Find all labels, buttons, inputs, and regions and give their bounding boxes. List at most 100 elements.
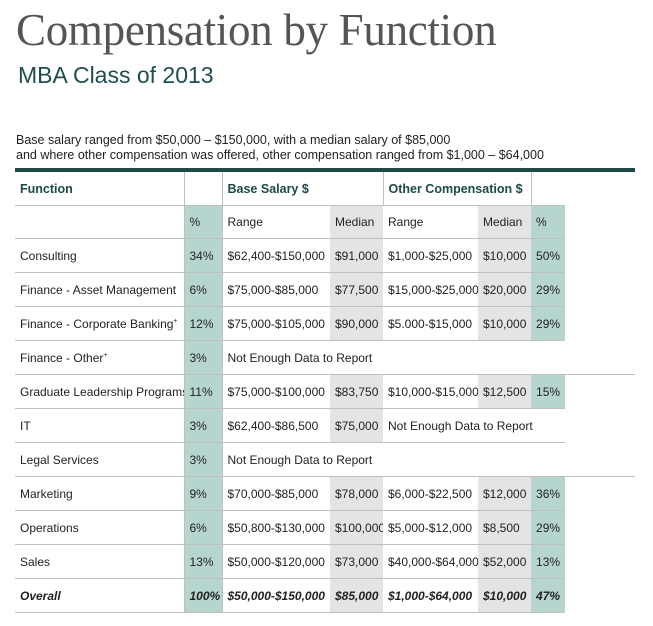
other-median-cell: $10,000 <box>478 578 532 613</box>
function-pct-cell: 6% <box>183 510 222 545</box>
other-range-cell: $5,000-$12,000 <box>383 510 478 545</box>
function-label: Finance - Other <box>20 350 104 365</box>
other-range-cell: $15,000-$25,000 <box>383 272 478 307</box>
other-range-cell: $1,000-$64,000 <box>383 578 478 613</box>
table-row: Sales 13% $50,000-$120,000 $73,000 $40,000-$… <box>15 544 635 579</box>
page-subtitle: MBA Class of 2013 <box>18 62 214 88</box>
base-median-cell: $75,000 <box>330 408 383 443</box>
function-cell: Marketing <box>15 476 184 511</box>
function-pct-cell: 6% <box>183 272 222 307</box>
other-pct-cell: 47% <box>531 578 566 613</box>
table-group-header-row: Function Base Salary $ Other Compensatio… <box>15 170 635 206</box>
function-label: Operations <box>20 520 79 535</box>
other-median-cell: $20,000 <box>478 272 532 307</box>
base-median-cell: $73,000 <box>330 544 383 579</box>
function-pct-cell: 13% <box>183 544 222 579</box>
table-row: Operations 6% $50,800-$130,000 $100,000 $5,0… <box>15 510 635 545</box>
description-line-2: and where other compensation was offered… <box>16 148 544 162</box>
table-row: Marketing 9% $70,000-$85,000 $78,000 $6,000-… <box>15 476 635 511</box>
other-pct-cell: 15% <box>531 374 566 409</box>
other-median-cell: $12,500 <box>478 374 532 409</box>
subheader-other-pct: % <box>531 205 566 239</box>
function-pct-cell: 9% <box>183 476 222 511</box>
table-row: IT 3% $62,400-$86,500 $75,000 Not Enough Dat… <box>15 408 635 443</box>
function-label: Graduate Leadership Programs <box>20 384 184 399</box>
function-label: Legal Services <box>20 452 99 467</box>
other-pct-cell: 29% <box>531 306 566 341</box>
function-label: Sales <box>20 554 51 569</box>
base-range-cell: $62,400-$150,000 <box>221 238 330 273</box>
other-median-cell: $12,000 <box>478 476 532 511</box>
function-label: Finance - Asset Management <box>20 282 177 297</box>
subheader-other-median: Median <box>478 205 532 239</box>
other-range-cell: $6,000-$22,500 <box>383 476 478 511</box>
not-enough-data-cell: Not Enough Data to Report <box>221 340 566 375</box>
table-row: Finance - Other+ 3% Not Enough Data to Rep… <box>15 340 635 375</box>
function-pct-cell: 3% <box>183 408 222 443</box>
header-function: Function <box>15 170 184 206</box>
function-cell: Finance - Other+ <box>15 340 184 375</box>
function-label: Overall <box>20 588 61 603</box>
function-label: Finance - Corporate Banking <box>20 316 174 331</box>
not-enough-data-cell: Not Enough Data to Report <box>383 408 566 443</box>
other-range-cell: $40,000-$64,000 <box>383 544 478 579</box>
header-other-compensation: Other Compensation $ <box>382 170 532 206</box>
description-line-1: Base salary ranged from $50,000 – $150,0… <box>16 133 451 147</box>
function-cell: Finance - Corporate Banking+ <box>15 306 184 341</box>
subheader-base-median: Median <box>330 205 383 239</box>
base-median-cell: $91,000 <box>330 238 383 273</box>
function-pct-cell: 100% <box>183 578 222 613</box>
table-row: Finance - Asset Management 6% $75,000-$85,… <box>15 272 635 307</box>
base-median-cell: $83,750 <box>330 374 383 409</box>
not-enough-data-cell: Not Enough Data to Report <box>221 442 566 477</box>
base-median-cell: $78,000 <box>330 476 383 511</box>
other-pct-cell: 50% <box>531 238 566 273</box>
page-title: Compensation by Function <box>16 5 497 55</box>
compensation-table-container: Function Base Salary $ Other Compensatio… <box>15 168 635 613</box>
function-cell: IT <box>15 408 184 443</box>
base-range-cell: $50,000-$150,000 <box>221 578 330 613</box>
table-sub-header-row: % Range Median Range Median % <box>15 205 635 239</box>
function-cell: Operations <box>15 510 184 545</box>
function-pct-cell: 12% <box>183 306 222 341</box>
other-median-cell: $52,000 <box>478 544 532 579</box>
function-pct-cell: 11% <box>183 374 222 409</box>
base-median-cell: $90,000 <box>330 306 383 341</box>
function-cell: Finance - Asset Management <box>15 272 184 307</box>
table-row: Finance - Corporate Banking+ 12% $75,000-$… <box>15 306 635 341</box>
subheader-pct: % <box>183 205 222 239</box>
header-base-salary: Base Salary $ <box>221 170 383 206</box>
other-pct-cell: 29% <box>531 272 566 307</box>
table-row: Legal Services 3% Not Enough Data to Repor… <box>15 442 635 477</box>
function-cell: Legal Services <box>15 442 184 477</box>
other-median-cell: $8,500 <box>478 510 532 545</box>
table-row: Graduate Leadership Programs 11% $75,000-$… <box>15 374 635 409</box>
function-pct-cell: 34% <box>183 238 222 273</box>
other-median-cell: $10,000 <box>478 238 532 273</box>
table-row: Consulting 34% $62,400-$150,000 $91,000 $1,0… <box>15 238 635 273</box>
function-pct-cell: 3% <box>183 442 222 477</box>
table-total-row: Overall 100% $50,000-$150,000 $85,000 $1,000… <box>15 578 635 613</box>
base-range-cell: $50,000-$120,000 <box>221 544 330 579</box>
other-median-cell: $10,000 <box>478 306 532 341</box>
base-range-cell: $75,000-$105,000 <box>221 306 330 341</box>
function-cell: Graduate Leadership Programs <box>15 374 184 409</box>
footnote-marker: + <box>103 351 108 359</box>
subheader-base-range: Range <box>221 205 330 239</box>
function-cell: Sales <box>15 544 184 579</box>
function-label: Consulting <box>20 248 77 263</box>
other-pct-cell: 29% <box>531 510 566 545</box>
compensation-table: Function Base Salary $ Other Compensatio… <box>15 168 635 613</box>
base-median-cell: $77,500 <box>330 272 383 307</box>
function-cell: Overall <box>15 578 184 613</box>
function-label: IT <box>20 418 31 433</box>
other-range-cell: $5.000-$15,000 <box>383 306 478 341</box>
base-range-cell: $50,800-$130,000 <box>221 510 330 545</box>
base-median-cell: $85,000 <box>330 578 383 613</box>
function-cell: Consulting <box>15 238 184 273</box>
base-range-cell: $70,000-$85,000 <box>221 476 330 511</box>
other-range-cell: $10,000-$15,000 <box>383 374 478 409</box>
base-range-cell: $75,000-$85,000 <box>221 272 330 307</box>
other-pct-cell: 36% <box>531 476 566 511</box>
empty-cell <box>565 442 635 477</box>
